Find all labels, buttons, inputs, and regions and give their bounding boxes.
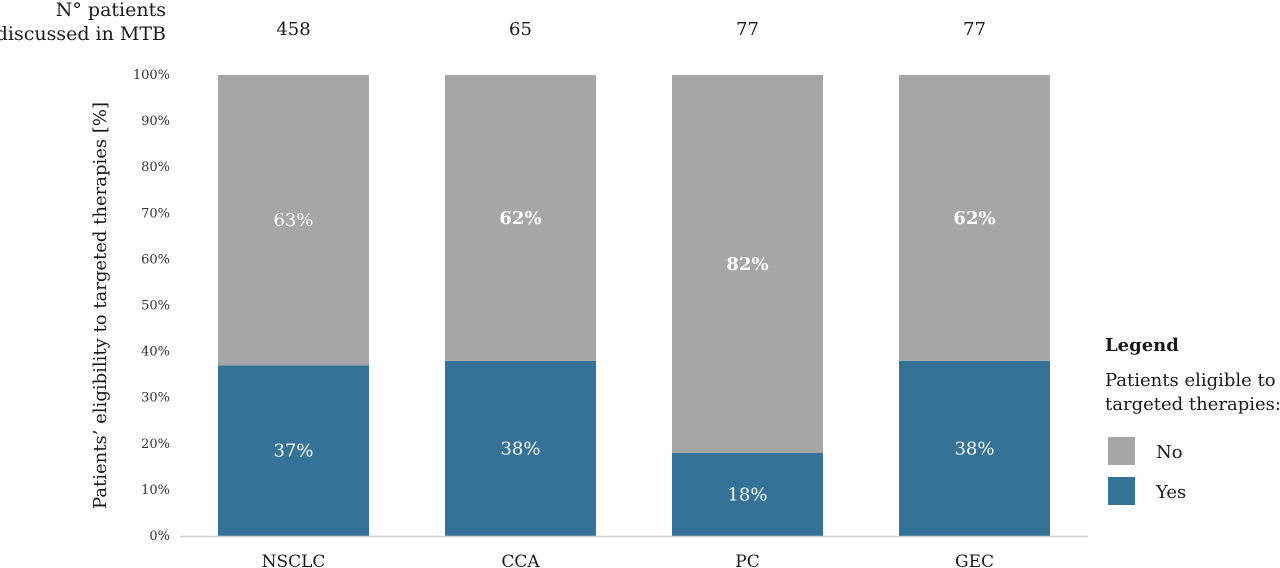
bar-segment-yes-pc [672,453,823,536]
x-category-label: PC [735,552,759,568]
legend-swatch-yes [1108,477,1135,505]
bar-segment-no-gec [899,75,1050,361]
y-tick-label: 30% [141,391,170,406]
y-tick-label: 90% [141,114,170,129]
x-category-label: NSCLC [262,552,326,568]
y-tick-label: 80% [141,160,170,175]
bar-segment-yes-nsclc [218,365,369,536]
data-label-no-cca: 62% [499,208,541,229]
x-category-label: GEC [955,552,994,568]
y-tick-label: 60% [141,252,170,267]
data-label-yes-gec: 38% [954,438,994,459]
legend-label-no: No [1156,442,1183,463]
bar-segment-no-cca [445,75,596,361]
patient-count-value: 77 [963,19,986,40]
patient-count-value: 65 [509,19,532,40]
y-tick-label: 40% [141,345,170,360]
data-label-yes-cca: 38% [500,438,540,459]
data-label-yes-pc: 18% [727,485,767,506]
legend-title: Legend [1105,335,1179,356]
patient-count-header-line: discussed in MTB [0,23,166,45]
legend-subtitle-line: targeted therapies: [1105,394,1280,415]
patient-count-value: 77 [736,19,759,40]
data-label-no-pc: 82% [726,254,768,275]
y-axis-label: Patients’ eligibility to targeted therap… [90,102,111,509]
y-tick-label: 50% [141,299,170,314]
bar-segment-yes-gec [899,360,1050,536]
patient-count-header-line: N° patients [56,0,166,21]
data-label-yes-nsclc: 37% [273,441,313,462]
bar-segment-no-nsclc [218,75,369,366]
bar-segment-yes-cca [445,360,596,536]
y-tick-label: 70% [141,206,170,221]
patient-count-value: 458 [276,19,310,40]
legend-swatch-no [1108,437,1135,465]
y-tick-label: 10% [141,483,170,498]
legend-label-yes: Yes [1155,482,1186,503]
data-label-no-gec: 62% [953,208,995,229]
data-label-no-nsclc: 63% [273,210,313,231]
legend-subtitle-line: Patients eligible to [1105,370,1276,391]
bar-segment-no-pc [672,75,823,454]
y-tick-label: 100% [133,68,170,83]
y-tick-label: 20% [141,437,170,452]
x-category-label: CCA [501,552,540,568]
y-tick-label: 0% [149,529,170,544]
